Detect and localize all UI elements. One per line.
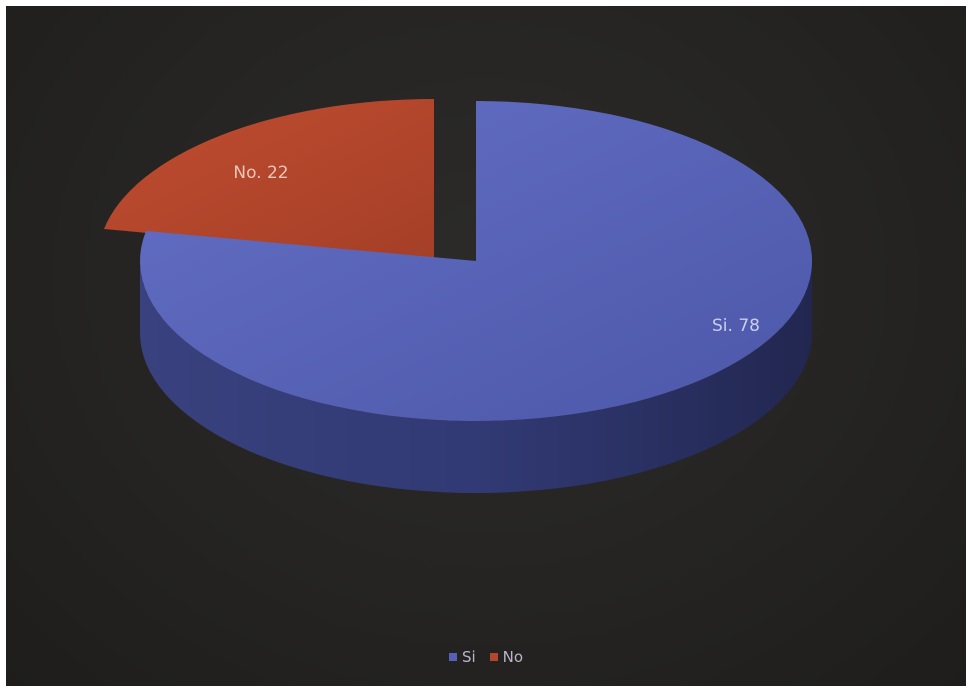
legend-swatch-no	[489, 653, 498, 661]
pie-chart: No. 22 Si. 78	[104, 99, 813, 493]
slice-side-si	[140, 261, 812, 493]
legend: Si No	[6, 648, 966, 666]
legend-label-si: Si	[461, 648, 476, 666]
slice-si	[140, 101, 813, 421]
legend-entry-si: Si	[448, 648, 476, 666]
chart-area: No. 22 Si. 78 Si No	[6, 6, 966, 686]
legend-label-no: No	[502, 648, 524, 666]
legend-entry-no: No	[489, 648, 524, 666]
slice-no	[104, 99, 434, 259]
data-label-si: Si. 78	[712, 316, 760, 336]
data-label-no: No. 22	[233, 163, 288, 183]
legend-swatch-si	[448, 653, 457, 661]
